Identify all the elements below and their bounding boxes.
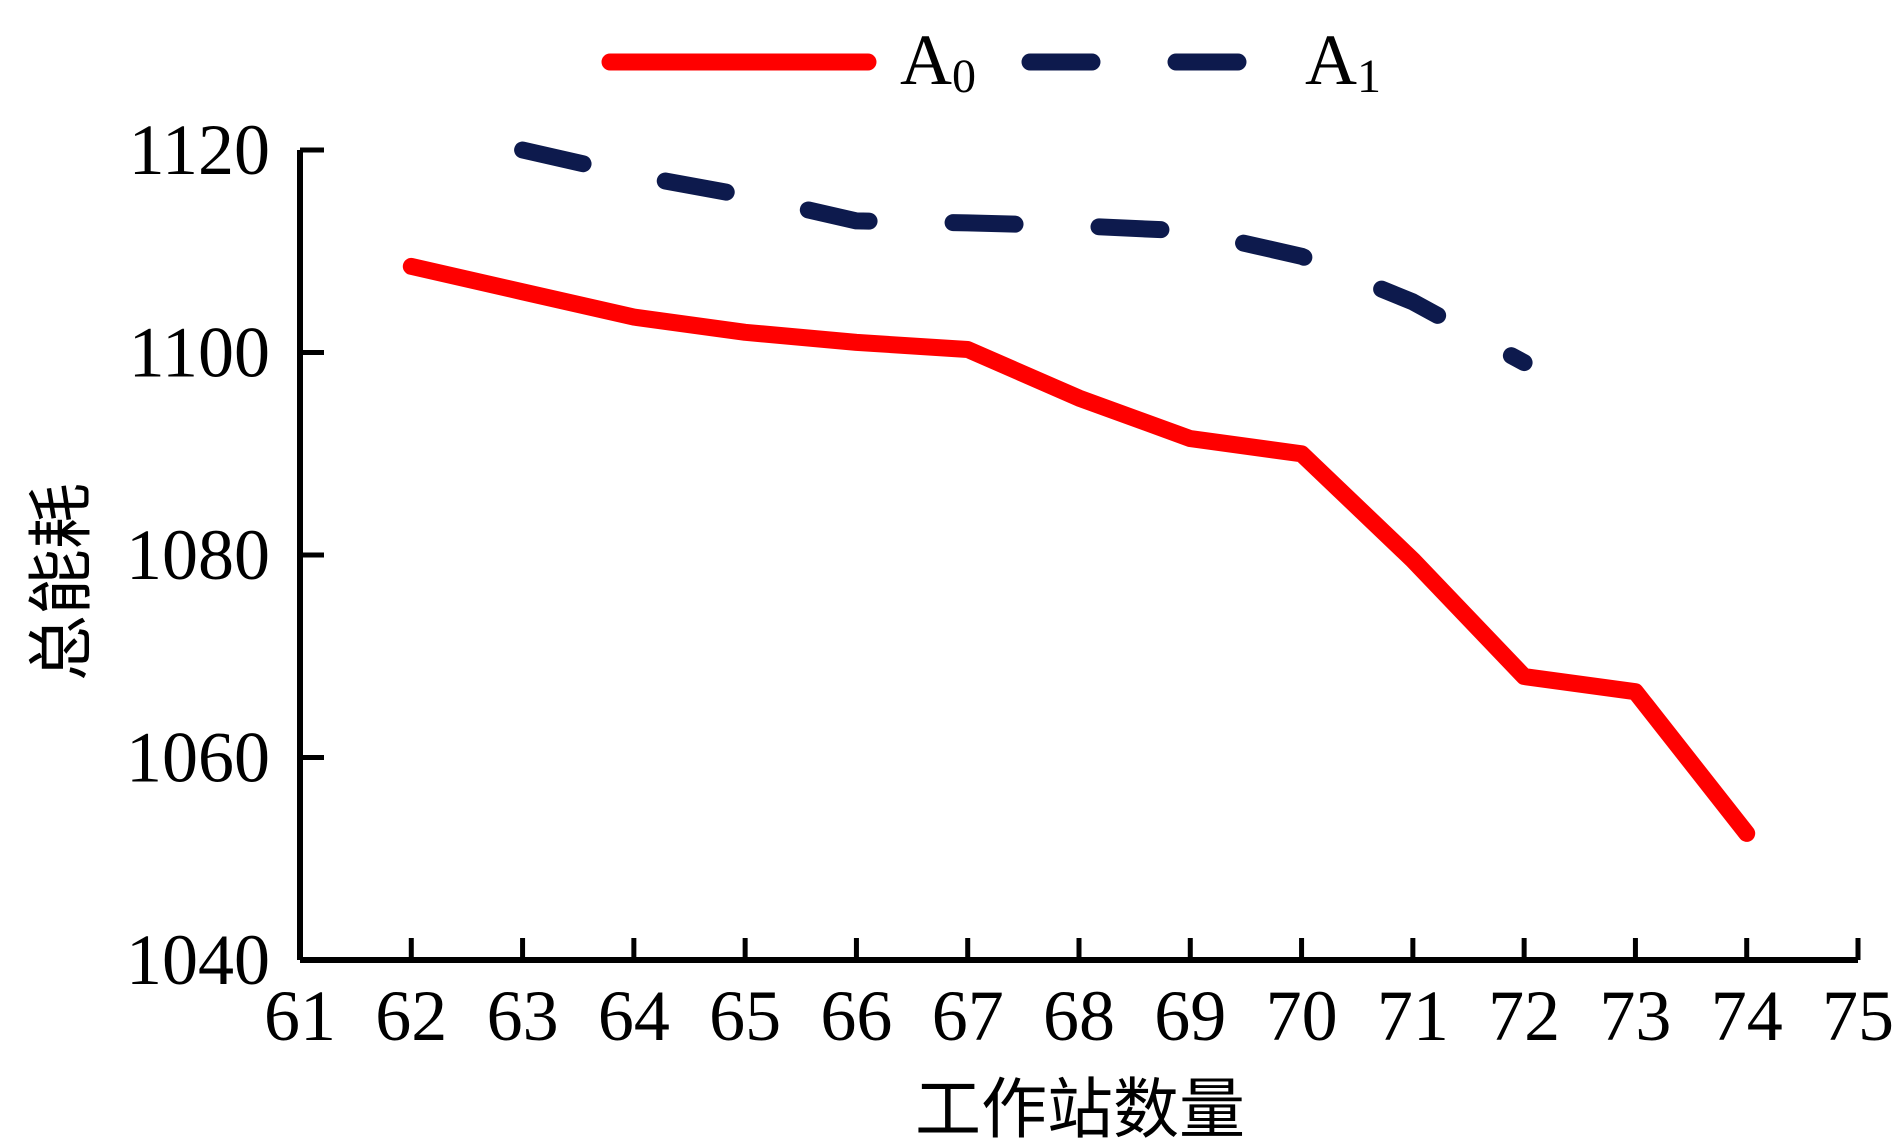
x-tick-label: 67	[932, 976, 1004, 1056]
x-tick-label: 74	[1711, 976, 1783, 1056]
y-tick-label: 1120	[129, 110, 270, 190]
x-tick-label: 66	[820, 976, 892, 1056]
x-tick-label: 75	[1822, 976, 1894, 1056]
y-axis-title: 总能耗	[26, 483, 99, 681]
y-tick-label: 1060	[126, 718, 270, 798]
x-tick-label: 70	[1266, 976, 1338, 1056]
x-tick-label: 65	[709, 976, 781, 1056]
x-tick-label: 68	[1043, 976, 1115, 1056]
x-tick-label: 72	[1488, 976, 1560, 1056]
x-tick-label: 71	[1377, 976, 1449, 1056]
x-tick-label: 69	[1154, 976, 1226, 1056]
legend-label: A1	[1305, 20, 1381, 103]
y-tick-label: 1100	[129, 313, 270, 393]
series-line-a1	[514, 141, 1533, 372]
x-axis-title: 工作站数量	[915, 1074, 1245, 1144]
y-tick-label: 1080	[126, 515, 270, 595]
x-tick-label: 61	[264, 976, 336, 1056]
x-tick-label: 64	[598, 976, 670, 1056]
series-line-a0	[402, 257, 1756, 842]
axes: 61 62 63 64 65 66 67 68 69 70 71 72 73 74 75 1040 1060 10…	[126, 110, 1894, 1056]
x-tick-label: 63	[487, 976, 559, 1056]
x-tick-label: 73	[1599, 976, 1671, 1056]
series-layer	[402, 141, 1756, 842]
legend-item-a1: A1	[1021, 20, 1381, 103]
legend-item-a0: A0	[601, 20, 976, 103]
legend: A0 A1	[601, 20, 1381, 103]
x-tick-label: 62	[375, 976, 447, 1056]
legend-label: A0	[900, 20, 976, 103]
y-tick-label: 1040	[126, 920, 270, 1000]
